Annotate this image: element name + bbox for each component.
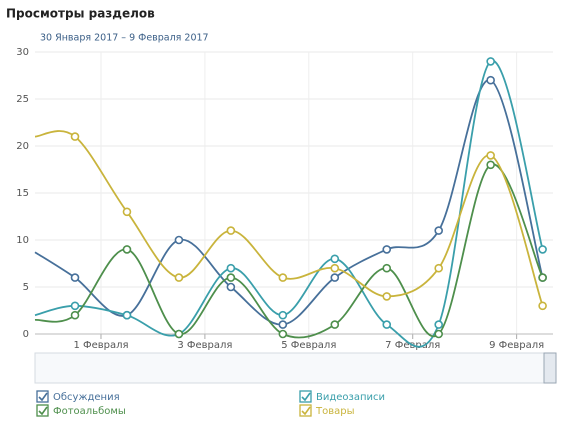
legend-checkbox[interactable]: [36, 404, 49, 417]
data-point: [486, 160, 495, 170]
data-point: [122, 310, 132, 320]
data-point: [226, 273, 236, 282]
y-tick-label: 5: [23, 282, 29, 293]
data-point: [486, 151, 495, 160]
y-tick-label: 20: [16, 141, 29, 152]
data-point: [434, 329, 443, 339]
data-point: [70, 273, 80, 282]
x-tick-label: 3 Февраля: [177, 340, 232, 351]
legend-check: [38, 406, 48, 416]
data-point: [382, 263, 392, 273]
legend-checkbox[interactable]: [299, 404, 312, 417]
data-point: [382, 245, 392, 254]
data-point: [70, 132, 80, 141]
data-point: [538, 245, 547, 254]
data-point: [226, 263, 236, 273]
y-tick-label: 25: [16, 94, 29, 105]
data-point: [174, 329, 184, 339]
legend-label[interactable]: Фотоальбомы: [53, 406, 126, 417]
legend-check: [38, 392, 48, 402]
chart-title: Просмотры разделов: [6, 7, 155, 21]
y-tick-label: 0: [23, 329, 29, 340]
data-point: [382, 320, 392, 329]
data-point: [278, 329, 288, 339]
legend-check: [301, 406, 311, 416]
x-tick-label: 5 Февраля: [281, 340, 336, 351]
legend-label[interactable]: Видеозаписи: [316, 392, 385, 403]
data-point: [70, 301, 80, 311]
data-point: [278, 310, 288, 320]
legend-label[interactable]: Товары: [315, 406, 355, 417]
chart-subtitle: 30 Января 2017 – 9 Февраля 2017: [40, 33, 209, 44]
legend-checkbox[interactable]: [36, 390, 49, 403]
data-point: [434, 320, 443, 329]
series-line: [34, 130, 544, 307]
data-point: [382, 292, 392, 301]
data-point: [174, 235, 184, 245]
series-line: [34, 60, 544, 348]
data-point: [538, 301, 547, 311]
navigator-handle[interactable]: [543, 352, 557, 384]
data-point: [278, 320, 288, 329]
y-tick-label: 15: [16, 188, 29, 199]
data-point: [330, 263, 340, 273]
data-point: [174, 273, 184, 282]
data-point: [486, 57, 495, 66]
data-point: [122, 207, 132, 217]
series-line: [34, 79, 544, 326]
data-point: [226, 282, 236, 292]
legend-checkbox[interactable]: [299, 390, 312, 403]
y-tick-label: 10: [16, 235, 29, 246]
data-point: [538, 273, 547, 282]
x-tick-label: 9 Февраля: [489, 340, 544, 351]
data-point: [330, 254, 340, 264]
y-tick-label: 30: [16, 47, 29, 58]
data-point: [330, 320, 340, 329]
data-point: [330, 273, 340, 282]
legend-label[interactable]: Обсуждения: [53, 392, 120, 403]
data-point: [122, 245, 132, 254]
data-point: [278, 273, 288, 282]
x-tick-label: 1 Февраля: [73, 340, 128, 351]
data-point: [434, 226, 443, 235]
data-point: [486, 75, 495, 85]
data-point: [226, 226, 236, 235]
data-point: [434, 263, 443, 273]
data-point: [70, 310, 80, 320]
navigator: [34, 352, 557, 384]
legend-check: [301, 392, 311, 402]
